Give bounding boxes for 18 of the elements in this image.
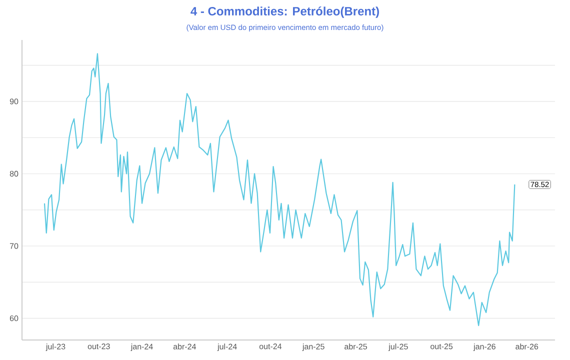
y-tick-label: 80 (10, 170, 18, 177)
x-tick-label: abr-24 (173, 344, 196, 350)
x-tick-label: jan-24 (130, 344, 153, 351)
x-tick-label: out-25 (430, 344, 453, 350)
x-tick-label: abr-26 (516, 344, 538, 350)
x-tick-label: out-24 (259, 344, 282, 350)
x-tick-label: jan-25 (302, 344, 324, 351)
y-tick-label: 70 (10, 243, 18, 249)
x-tick-label: abr-25 (344, 344, 367, 350)
x-tick-label: jul-25 (388, 344, 408, 351)
x-tick-label: jan-26 (473, 344, 496, 351)
line-series (44, 53, 516, 326)
x-tick-label: out-23 (88, 344, 110, 350)
y-tick-label: 90 (10, 98, 18, 104)
x-tick-label: jul-23 (46, 344, 66, 351)
chart-title: 4 - Commodities: Petróleo(Brent) (190, 6, 379, 18)
x-tick-label: jul-24 (217, 344, 237, 351)
y-tick-label: 60 (10, 315, 18, 322)
